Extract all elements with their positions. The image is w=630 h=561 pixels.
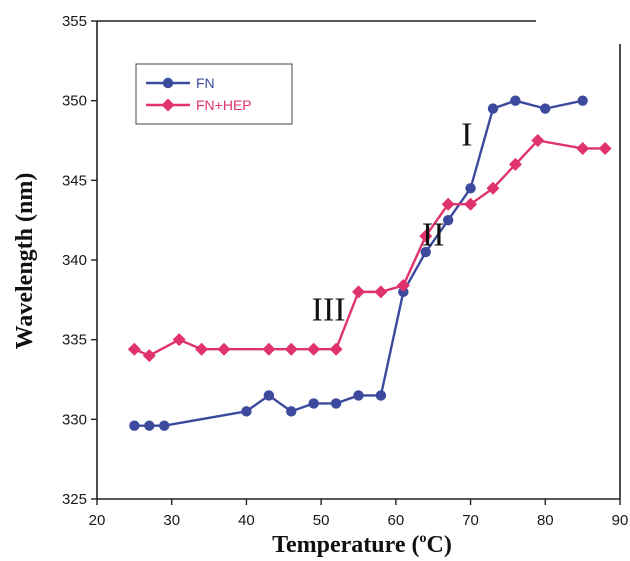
data-point xyxy=(330,398,342,409)
x-axis-title: Temperature (oC) xyxy=(272,531,452,558)
series-line xyxy=(134,99,583,427)
x-tick-label: 30 xyxy=(163,512,180,529)
series-layer xyxy=(127,95,612,431)
x-tick-label: 70 xyxy=(462,512,479,529)
data-point xyxy=(352,285,365,299)
legend: FN FN+HEP xyxy=(135,63,293,125)
data-point xyxy=(531,134,545,147)
y-tick-label: 335 xyxy=(62,332,87,349)
data-point xyxy=(442,214,454,226)
data-point xyxy=(465,183,476,194)
y-tick-label: 330 xyxy=(62,411,87,428)
data-point xyxy=(487,103,499,114)
data-point xyxy=(286,406,297,417)
y-tick-label: 350 xyxy=(62,93,87,110)
series-fn xyxy=(129,95,588,431)
legend-label: FN xyxy=(196,75,215,91)
data-point xyxy=(262,342,276,356)
data-point xyxy=(464,197,478,211)
data-point xyxy=(375,390,387,401)
data-point xyxy=(419,229,433,243)
series-fn-hep xyxy=(127,134,612,363)
legend-marker xyxy=(162,77,174,89)
data-point xyxy=(329,342,343,356)
data-point xyxy=(172,333,186,347)
x-tick-label: 90 xyxy=(612,512,629,529)
data-point xyxy=(159,420,170,431)
y-axis-title: Wavelength (nm) xyxy=(12,173,38,350)
y-tick-label: 355 xyxy=(62,13,87,30)
data-point xyxy=(129,420,140,431)
data-point xyxy=(195,342,209,356)
legend-label: FN+HEP xyxy=(196,97,252,113)
x-tick-label: 50 xyxy=(313,512,330,529)
axes: 325 330 335 340 345 350 355 20 30 40 50 60 70 80 90 xyxy=(62,13,628,529)
data-point xyxy=(396,278,410,292)
y-tick-label: 340 xyxy=(62,252,87,269)
data-point xyxy=(577,95,588,106)
data-point xyxy=(576,141,590,155)
data-point xyxy=(508,157,522,171)
data-point xyxy=(127,342,141,356)
legend-box xyxy=(135,63,293,125)
x-tick-label: 20 xyxy=(89,512,106,529)
data-point xyxy=(284,342,298,356)
data-point xyxy=(217,342,231,356)
x-tick-label: 80 xyxy=(537,512,554,529)
series-line xyxy=(133,139,606,357)
data-point xyxy=(486,181,500,195)
x-tick-label: 40 xyxy=(238,512,255,529)
data-point xyxy=(510,95,521,106)
data-point xyxy=(241,406,252,417)
data-point xyxy=(144,420,155,431)
data-point xyxy=(263,390,275,401)
legend-marker xyxy=(161,98,175,112)
annotation-label: I xyxy=(461,116,472,153)
data-point xyxy=(540,103,551,114)
x-tick-label: 60 xyxy=(388,512,405,529)
data-point xyxy=(307,342,321,356)
annotation-label: II xyxy=(422,217,445,254)
annotation-label: III xyxy=(312,292,346,329)
data-point xyxy=(308,398,319,409)
data-point xyxy=(598,141,612,155)
y-tick-label: 325 xyxy=(62,491,87,508)
data-point xyxy=(374,285,388,299)
data-point xyxy=(420,246,431,258)
data-point xyxy=(353,390,364,401)
y-tick-label: 345 xyxy=(62,172,87,189)
data-point xyxy=(441,197,455,211)
data-point xyxy=(142,349,156,363)
